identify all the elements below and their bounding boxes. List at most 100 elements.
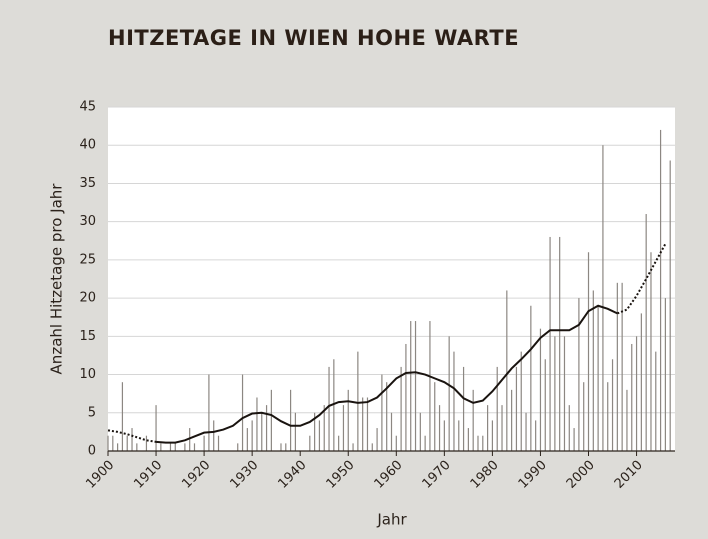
bar [563, 336, 566, 451]
bar [429, 321, 431, 451]
bar [160, 443, 162, 451]
bar [525, 412, 527, 451]
bar [184, 443, 186, 451]
bar [655, 351, 657, 451]
bar [573, 428, 575, 451]
bar [458, 420, 460, 451]
y-tick-label: 45 [79, 100, 96, 115]
bar [539, 328, 542, 451]
bar [309, 435, 311, 451]
x-axis-label: Jahr [376, 511, 407, 529]
bar [453, 351, 455, 451]
bar [535, 420, 537, 451]
bar [544, 359, 546, 451]
bar [121, 382, 124, 451]
bar [400, 366, 402, 451]
bar [174, 443, 176, 451]
bar [376, 428, 378, 451]
bar [664, 298, 666, 451]
bar [193, 443, 196, 451]
bar [117, 443, 119, 451]
bar [371, 443, 373, 451]
bar [549, 236, 551, 451]
trend-line [616, 243, 667, 315]
bar [511, 389, 513, 451]
bar [342, 405, 345, 451]
bar [314, 412, 316, 451]
bar [347, 389, 349, 451]
bar [669, 160, 671, 451]
y-tick-label: 25 [79, 252, 96, 267]
bar [597, 305, 599, 451]
bar [410, 321, 412, 451]
bar [381, 374, 383, 451]
bar [631, 343, 633, 451]
bar [438, 405, 441, 451]
bar [559, 236, 561, 451]
bar [217, 435, 220, 451]
bar [112, 435, 114, 451]
bar [568, 405, 570, 451]
bar [607, 382, 609, 451]
bar [414, 321, 417, 451]
bar [462, 366, 465, 451]
y-tick-label: 35 [79, 176, 96, 191]
bar [587, 252, 590, 451]
bar [155, 405, 157, 451]
y-tick-label: 30 [79, 214, 96, 229]
bar [357, 351, 359, 451]
bar [338, 435, 340, 451]
bar [424, 435, 426, 451]
bar [477, 435, 479, 451]
bar [520, 351, 522, 451]
trend-line [107, 429, 157, 443]
y-tick-label: 5 [88, 405, 96, 420]
bar [659, 129, 662, 451]
bar [362, 397, 364, 451]
bar [496, 366, 498, 451]
bar [390, 412, 393, 451]
bar [448, 336, 450, 451]
bar [366, 397, 369, 451]
bar [333, 359, 335, 451]
y-tick-label: 20 [79, 291, 96, 306]
bar [237, 443, 239, 451]
bar [107, 435, 109, 451]
chart-title: HITZETAGE IN WIEN HOHE WARTE [108, 26, 519, 50]
bar [208, 374, 210, 451]
bar [419, 412, 421, 451]
bar [487, 405, 489, 451]
bar [443, 420, 445, 451]
plot-area [108, 107, 675, 451]
bar [126, 435, 128, 451]
bar [265, 405, 268, 451]
bar [352, 443, 354, 451]
bar [491, 420, 494, 451]
bar [482, 435, 484, 451]
bar [583, 382, 585, 451]
bar [251, 420, 253, 451]
bar [213, 420, 215, 451]
bar [294, 412, 296, 451]
bar [386, 382, 388, 451]
bar [241, 374, 244, 451]
bar [145, 435, 148, 451]
bar [189, 428, 191, 451]
bar [318, 420, 321, 451]
bar [131, 428, 133, 451]
bar [530, 305, 532, 451]
bar [203, 435, 205, 451]
bar [650, 252, 652, 451]
bar [616, 282, 618, 451]
bar [261, 412, 263, 451]
bar [395, 435, 397, 451]
bar [640, 313, 642, 451]
y-axis-label: Anzahl Hitzetage pro Jahr [48, 183, 66, 375]
bar [578, 298, 580, 451]
bar [169, 443, 172, 451]
bar [434, 382, 436, 451]
bar [256, 397, 258, 451]
bar [602, 145, 604, 451]
bar [611, 359, 614, 451]
